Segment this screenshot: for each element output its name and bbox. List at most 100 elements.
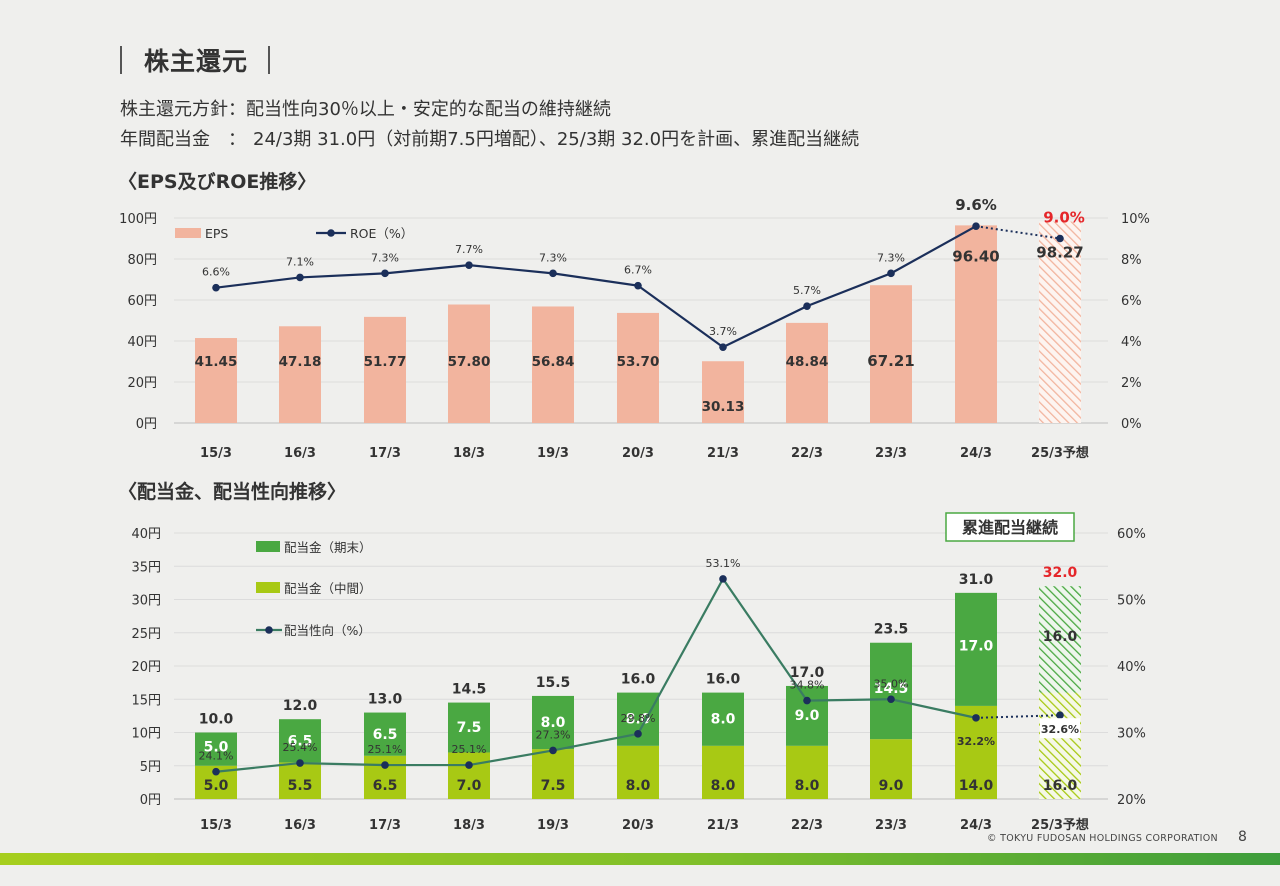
legend-interim-swatch bbox=[256, 582, 280, 593]
eps-bar bbox=[364, 316, 406, 423]
progressive-dividend-box bbox=[945, 512, 1075, 542]
legend-year-end-label: 配当金（期末） bbox=[284, 540, 372, 555]
dividend-section-title: 〈配当金、配当性向推移〉 bbox=[118, 481, 347, 503]
y-left-tick-label: 20円 bbox=[127, 376, 157, 391]
interim-value-label: 7.0 bbox=[457, 778, 482, 794]
dividend-interim-bar bbox=[532, 749, 574, 799]
x-tick-label: 25/3予想 bbox=[1031, 445, 1089, 461]
eps-value-label: 67.21 bbox=[867, 352, 914, 370]
x-tick-label: 19/3 bbox=[537, 818, 569, 833]
payout-point bbox=[634, 730, 642, 738]
policy-block: 株主還元方針： 配当性向30％以上・安定的な配当の維持継続 年間配当金 ： 24… bbox=[120, 95, 859, 155]
x-tick-label: 16/3 bbox=[284, 446, 316, 461]
dividend-year-end-bar bbox=[786, 685, 828, 746]
roe-value-label: 7.7% bbox=[455, 243, 483, 256]
payout-value-label: 35.0% bbox=[874, 677, 909, 690]
page-title-text: 株主還元 bbox=[144, 47, 249, 76]
eps-bar bbox=[195, 338, 237, 423]
interim-value-label: 5.0 bbox=[204, 778, 229, 794]
eps-bar bbox=[279, 326, 321, 423]
roe-point bbox=[465, 261, 473, 269]
eps-value-label: 96.40 bbox=[952, 247, 999, 265]
eps-bar bbox=[1039, 221, 1081, 423]
x-tick-label: 23/3 bbox=[875, 446, 907, 461]
x-tick-label: 23/3 bbox=[875, 818, 907, 833]
y-left-tick-label: 0円 bbox=[140, 793, 161, 808]
roe-point bbox=[296, 273, 304, 282]
x-tick-label: 21/3 bbox=[707, 818, 739, 833]
year-end-value-label: 7.5 bbox=[457, 720, 482, 736]
roe-value-label: 9.6% bbox=[955, 196, 997, 214]
payout-point bbox=[465, 761, 473, 769]
copyright: © TOKYU FUDOSAN HOLDINGS CORPORATION bbox=[987, 833, 1218, 844]
interim-value-label: 8.0 bbox=[795, 778, 820, 794]
payout-value-label: 29.8% bbox=[621, 712, 656, 725]
roe-line-forecast bbox=[975, 225, 1061, 240]
interim-value-label: 16.0 bbox=[1043, 778, 1078, 794]
y-right-tick-label: 30% bbox=[1117, 727, 1146, 742]
eps-value-label: 51.77 bbox=[364, 354, 407, 370]
policy-line-2-label: 年間配当金 ： bbox=[120, 129, 246, 150]
dividend-interim-bar bbox=[702, 745, 744, 799]
y-right-tick-label: 50% bbox=[1117, 594, 1146, 609]
roe-value-label: 6.7% bbox=[624, 264, 652, 277]
roe-line bbox=[215, 225, 977, 349]
interim-value-label: 8.0 bbox=[711, 778, 736, 794]
y-left-tick-label: 80円 bbox=[127, 253, 157, 268]
x-tick-label: 22/3 bbox=[791, 818, 823, 833]
year-end-value-label: 5.0 bbox=[204, 740, 229, 756]
roe-point bbox=[803, 302, 811, 310]
eps-value-label: 41.45 bbox=[195, 354, 238, 370]
payout-value-label: 25.4% bbox=[283, 741, 318, 754]
dividend-interim-bar bbox=[1039, 692, 1081, 799]
payout-point bbox=[887, 695, 895, 704]
x-tick-label: 22/3 bbox=[791, 446, 823, 461]
payout-point bbox=[296, 759, 304, 767]
eps-roe-section-title: 〈EPS及びROE推移〉 bbox=[118, 171, 317, 193]
y-left-tick-label: 25円 bbox=[131, 627, 161, 642]
x-tick-label: 17/3 bbox=[369, 446, 401, 461]
total-value-label: 31.0 bbox=[959, 572, 994, 588]
eps-value-label: 48.84 bbox=[786, 354, 829, 370]
roe-point bbox=[381, 269, 389, 278]
eps-bar bbox=[702, 361, 744, 423]
year-end-value-label: 9.0 bbox=[795, 708, 820, 724]
dividend-year-end-bar bbox=[532, 695, 574, 750]
dividend-year-end-bar bbox=[955, 592, 997, 706]
y-right-tick-label: 20% bbox=[1117, 793, 1146, 808]
interim-value-label: 9.0 bbox=[879, 778, 904, 794]
y-right-tick-label: 0% bbox=[1121, 417, 1142, 432]
dividend-year-end-bar bbox=[448, 702, 490, 753]
total-value-label: 17.0 bbox=[790, 665, 825, 681]
payout-value-label: 25.1% bbox=[368, 743, 403, 756]
y-right-tick-label: 4% bbox=[1121, 335, 1142, 350]
y-right-tick-label: 40% bbox=[1117, 660, 1146, 675]
payout-point bbox=[719, 575, 727, 583]
roe-value-label: 7.3% bbox=[877, 251, 905, 264]
total-value-label: 10.0 bbox=[199, 712, 234, 728]
payout-line-forecast bbox=[975, 714, 1061, 719]
payout-value-label: 32.2% bbox=[957, 735, 995, 748]
roe-value-label: 9.0% bbox=[1043, 209, 1085, 227]
y-right-tick-label: 6% bbox=[1121, 294, 1142, 309]
year-end-value-label: 16.0 bbox=[1043, 629, 1078, 645]
roe-point bbox=[212, 283, 220, 292]
eps-value-label: 56.84 bbox=[532, 354, 575, 370]
interim-value-label: 5.5 bbox=[288, 778, 313, 794]
roe-value-label: 7.3% bbox=[539, 251, 567, 264]
roe-value-label: 6.6% bbox=[202, 266, 230, 279]
roe-value-label: 7.1% bbox=[286, 255, 314, 268]
x-tick-label: 21/3 bbox=[707, 446, 739, 461]
year-end-value-label: 8.0 bbox=[541, 715, 566, 731]
legend-payout-marker bbox=[265, 626, 273, 634]
x-tick-label: 16/3 bbox=[284, 818, 316, 833]
total-value-label: 13.0 bbox=[368, 692, 403, 708]
x-tick-label: 24/3 bbox=[960, 446, 992, 461]
dividend-chart: 0円 5円 10円 15円 20円 25円 30円 35円 40円 20% 30% 40% 50% 60%… bbox=[131, 512, 1146, 833]
dividend-year-end-bar bbox=[1039, 586, 1081, 693]
legend-roe-marker bbox=[327, 229, 335, 237]
roe-point bbox=[887, 269, 895, 278]
y-right-tick-label: 2% bbox=[1121, 376, 1142, 391]
eps-value-label: 47.18 bbox=[279, 354, 322, 370]
interim-value-label: 7.5 bbox=[541, 778, 566, 794]
